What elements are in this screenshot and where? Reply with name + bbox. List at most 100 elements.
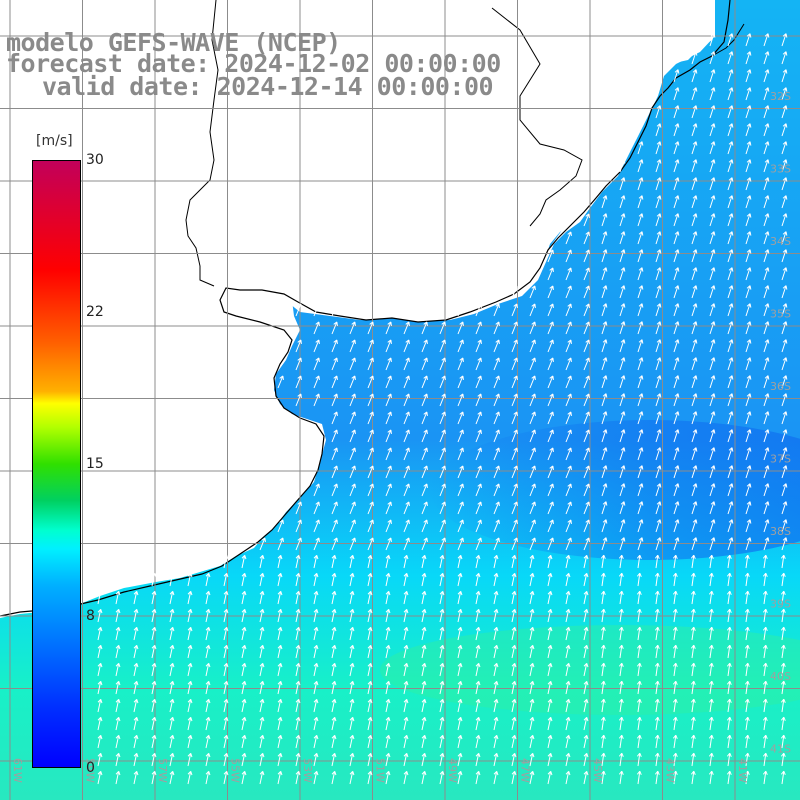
wind-arrow xyxy=(349,608,355,623)
wind-arrow xyxy=(313,483,320,497)
wind-arrow xyxy=(672,734,678,749)
wind-arrow xyxy=(745,87,752,101)
wind-arrow xyxy=(403,644,409,659)
wind-arrow xyxy=(529,716,535,731)
wind-arrow xyxy=(780,662,786,677)
wind-arrow xyxy=(367,752,373,767)
wind-arrow xyxy=(636,554,642,569)
wind-arrow xyxy=(385,537,392,551)
wind-arrow xyxy=(708,572,714,587)
wind-arrow xyxy=(475,572,481,587)
wind-arrow xyxy=(115,734,121,749)
wind-arrow xyxy=(745,51,752,65)
wind-arrow xyxy=(655,105,662,119)
wind-arrow xyxy=(169,662,175,677)
wind-arrow xyxy=(403,501,410,515)
wind-arrow xyxy=(780,626,786,641)
wind-arrow xyxy=(133,644,139,659)
wind-arrow xyxy=(690,698,696,713)
wind-arrow xyxy=(547,285,554,299)
wind-arrow xyxy=(529,608,535,623)
wind-arrow xyxy=(403,411,410,425)
wind-arrow xyxy=(349,429,356,443)
wind-arrow xyxy=(493,590,499,605)
wind-arrow xyxy=(565,608,571,623)
wind-arrow xyxy=(223,644,229,659)
wind-arrow xyxy=(475,339,482,353)
wind-arrow xyxy=(547,519,554,533)
wind-arrow xyxy=(709,69,716,83)
wind-arrow xyxy=(493,429,500,443)
wind-arrow xyxy=(223,716,229,731)
wind-arrow xyxy=(457,501,464,515)
wind-arrow xyxy=(205,752,211,767)
wind-arrow xyxy=(133,752,139,767)
wind-arrow xyxy=(744,752,750,767)
wind-arrow xyxy=(331,572,337,587)
wind-arrow xyxy=(601,213,608,227)
wind-arrow xyxy=(493,644,499,659)
wind-arrow xyxy=(457,554,463,569)
wind-arrow xyxy=(691,249,698,263)
wind-arrow xyxy=(331,554,337,569)
wind-arrow xyxy=(331,483,338,497)
wind-arrow xyxy=(493,537,500,551)
wind-arrow xyxy=(457,339,464,353)
wind-arrow xyxy=(726,626,732,641)
wind-arrow xyxy=(762,662,768,677)
wind-arrow xyxy=(565,554,571,569)
wind-arrow xyxy=(637,213,644,227)
wind-arrow xyxy=(277,644,283,659)
wind-arrow xyxy=(655,177,662,191)
wind-arrow xyxy=(223,572,229,587)
longitude-label: 55W xyxy=(229,758,242,783)
wind-arrow xyxy=(655,375,662,389)
wind-arrow xyxy=(475,375,482,389)
wind-arrow xyxy=(511,375,518,389)
wind-arrow xyxy=(367,537,374,551)
wind-arrow xyxy=(349,393,356,407)
wind-arrow xyxy=(421,339,428,353)
wind-arrow xyxy=(511,716,517,731)
wind-arrow xyxy=(277,770,283,785)
wind-arrow xyxy=(601,375,608,389)
wind-arrow xyxy=(457,321,464,335)
wind-arrow xyxy=(637,339,644,353)
wind-arrow xyxy=(151,608,157,623)
wind-arrow xyxy=(565,483,572,497)
wind-arrow xyxy=(223,626,229,641)
wind-arrow xyxy=(259,662,265,677)
wind-arrow xyxy=(331,626,337,641)
latitude-label: 41S xyxy=(770,743,791,756)
wind-arrow xyxy=(691,483,698,497)
wind-arrow xyxy=(727,105,734,119)
wind-arrow xyxy=(673,123,680,137)
wind-arrow xyxy=(493,698,499,713)
wind-arrow xyxy=(619,501,626,515)
wind-arrow xyxy=(475,519,482,533)
wind-arrow xyxy=(547,554,553,569)
wind-arrow xyxy=(727,393,734,407)
wind-arrow xyxy=(673,357,680,371)
wind-arrow xyxy=(439,321,446,335)
wind-arrow xyxy=(403,680,409,695)
wind-arrow xyxy=(601,465,608,479)
wind-arrow xyxy=(745,537,752,551)
wind-arrow xyxy=(744,572,750,587)
wind-arrow xyxy=(780,554,786,569)
wind-arrow xyxy=(169,734,175,749)
wind-arrow xyxy=(511,429,518,443)
wind-arrow xyxy=(600,554,606,569)
wind-arrow xyxy=(726,716,732,731)
wind-arrow xyxy=(529,752,535,767)
wind-arrow xyxy=(511,662,517,677)
wind-arrow xyxy=(619,465,626,479)
wind-arrow xyxy=(331,608,337,623)
wind-arrow xyxy=(295,644,301,659)
wind-arrow xyxy=(421,483,428,497)
wind-arrow xyxy=(223,752,229,767)
wind-arrow xyxy=(745,267,752,281)
wind-arrow xyxy=(655,159,662,173)
wind-arrow xyxy=(403,321,410,335)
wind-arrow xyxy=(97,770,103,785)
